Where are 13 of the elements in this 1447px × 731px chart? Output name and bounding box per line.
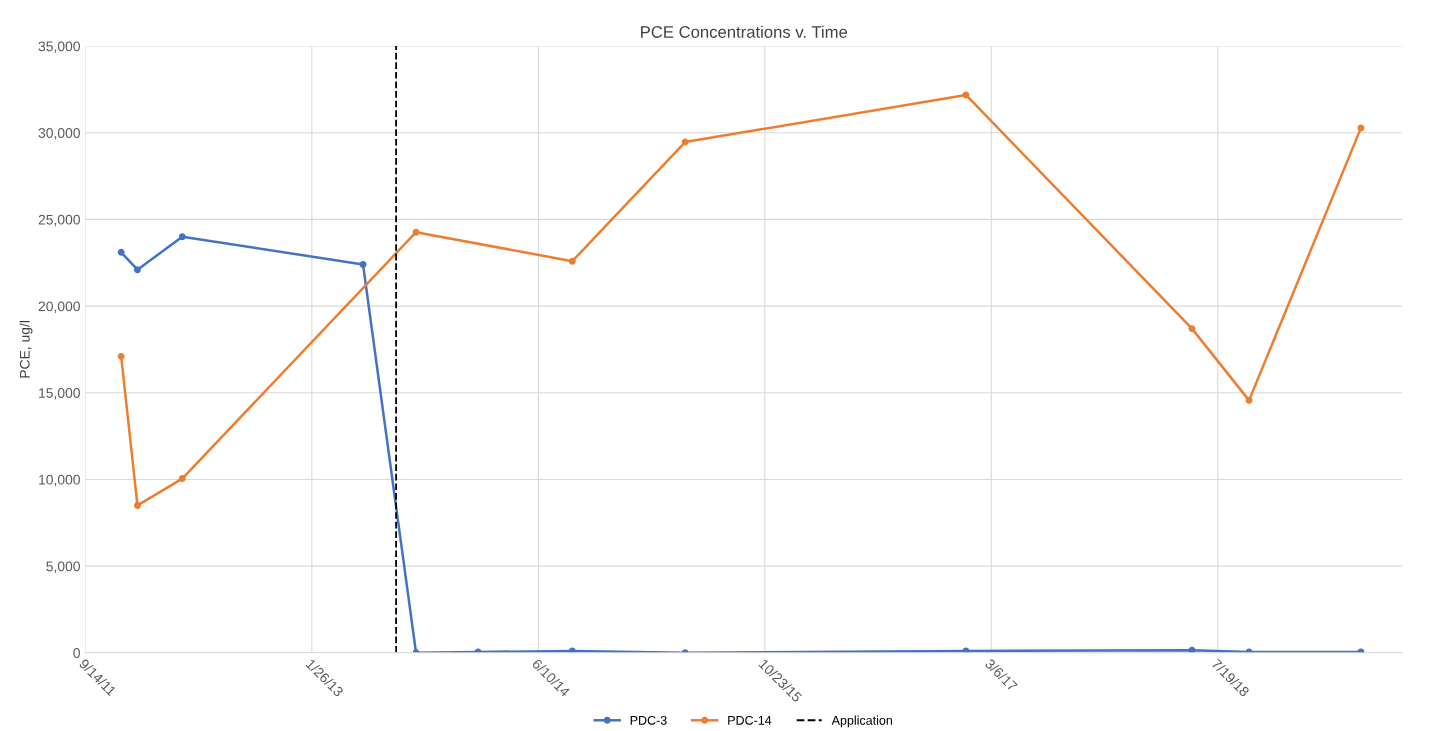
legend-label: PDC-3 [630,715,667,725]
y-tick-label: 35,000 [38,41,80,53]
legend-label: PDC-14 [728,715,772,725]
y-tick-label: 30,000 [38,128,80,140]
y-tick-label: 25,000 [38,214,80,227]
legend-label: Application [831,715,893,728]
y-tick-label: 5,000 [46,561,80,573]
y-axis-title: PCE, ug/l [19,321,33,378]
y-tick-label: 15,000 [39,388,80,400]
y-tick-label: 20,000 [38,301,80,313]
chart-title: PCE Concentrations v. Time [641,25,848,38]
y-tick-label: 0 [73,648,80,658]
y-tick-label: 10,000 [39,474,80,487]
